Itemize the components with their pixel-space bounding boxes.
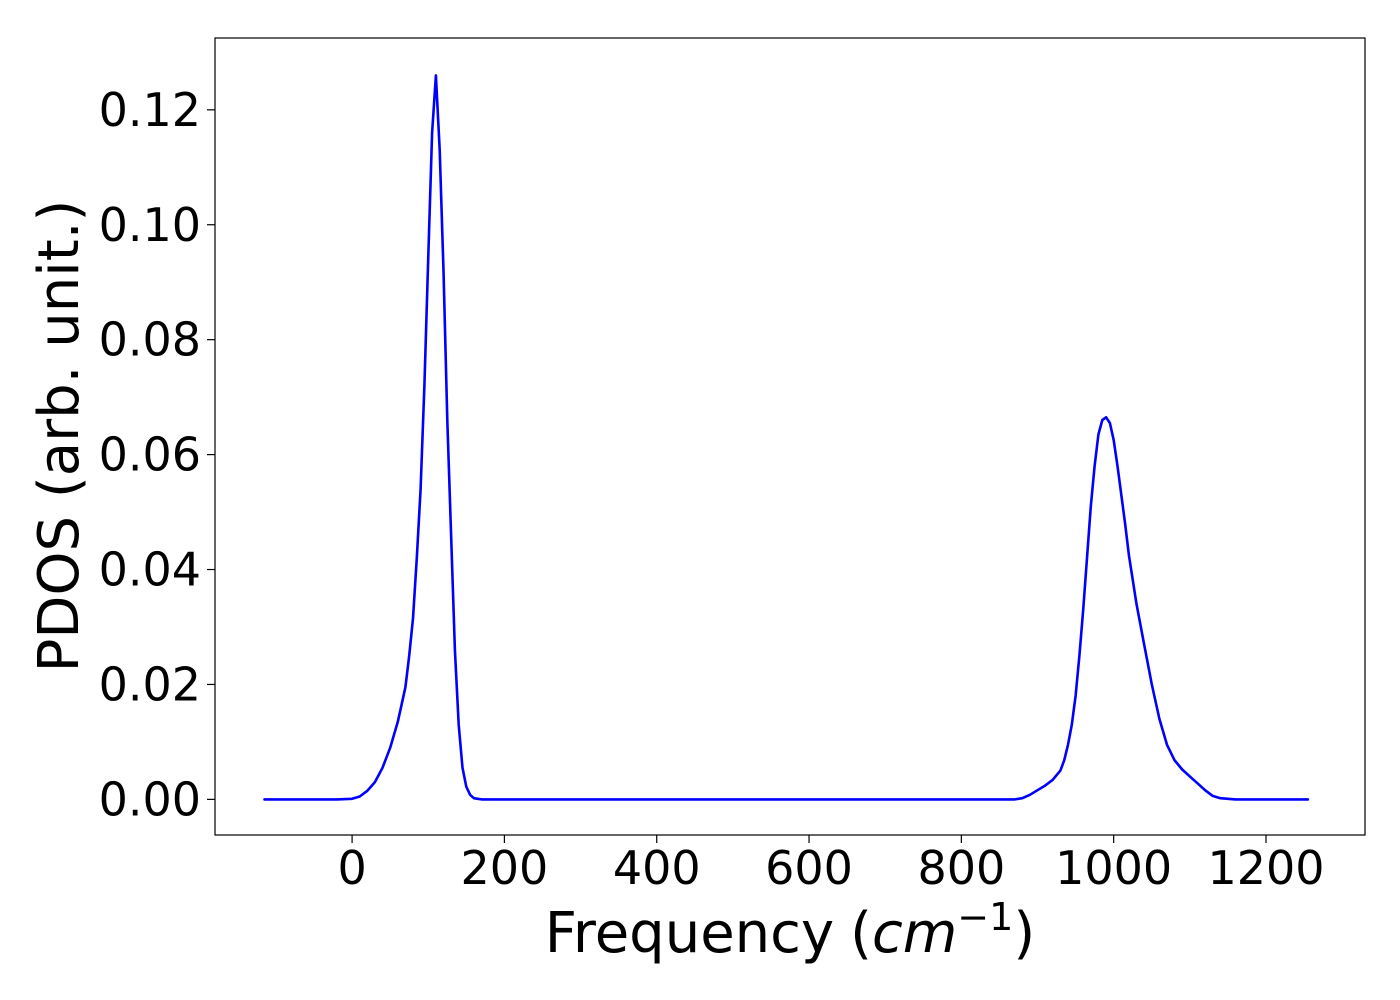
y-tick-label: 0.06 [99, 428, 201, 482]
x-tick-label: 600 [765, 841, 853, 895]
x-axis-unit-close: ) [1013, 901, 1035, 966]
y-tick-label: 0.08 [99, 313, 201, 367]
y-tick-label: 0.04 [99, 543, 201, 597]
x-tick-label: 0 [337, 841, 366, 895]
x-axis-label: Frequency (cm−1) [545, 895, 1035, 966]
x-axis-ticks: 0 200 400 600 800 1000 1200 [337, 835, 1325, 895]
x-tick-label: 400 [613, 841, 701, 895]
x-tick-label: 200 [460, 841, 548, 895]
x-axis-unit-base: cm [872, 901, 957, 966]
x-axis-label-main: Frequency [545, 901, 834, 966]
x-axis-unit-open: ( [850, 901, 872, 966]
x-tick-label: 1200 [1207, 841, 1324, 895]
y-tick-label: 0.02 [99, 657, 201, 711]
x-axis-unit-exponent: −1 [957, 895, 1013, 939]
x-tick-label: 1000 [1055, 841, 1172, 895]
plot-frame [214, 37, 1366, 836]
x-tick-label: 800 [917, 841, 1005, 895]
y-axis-ticks: 0.00 0.02 0.04 0.06 0.08 0.10 0.12 [99, 83, 215, 826]
y-tick-label: 0.12 [99, 83, 201, 137]
pdos-series-line [263, 74, 1310, 801]
y-tick-label: 0.00 [99, 772, 201, 826]
y-axis-label: PDOS (arb. unit.) [27, 200, 92, 673]
series-layer [263, 74, 1310, 801]
y-tick-label: 0.10 [99, 198, 201, 252]
